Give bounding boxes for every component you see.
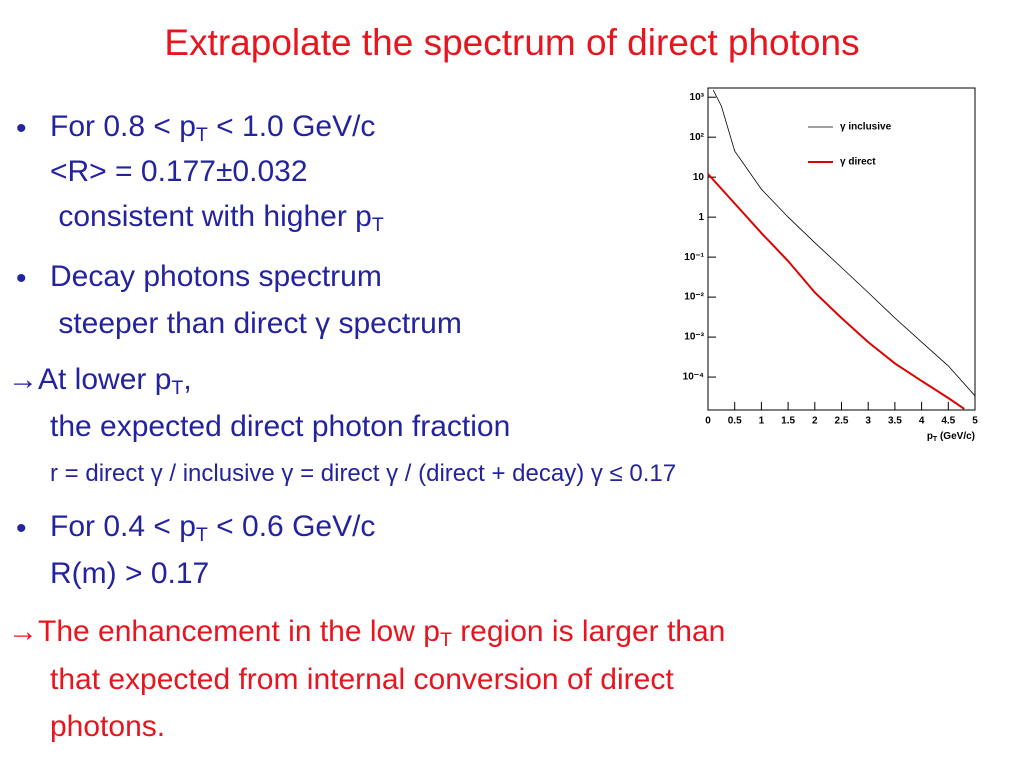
text-line: Decay photons spectrum bbox=[50, 262, 382, 292]
text-line: →The enhancement in the low pT region is… bbox=[8, 615, 726, 650]
text-run: that expected from internal conversion o… bbox=[50, 663, 674, 696]
x-tick-label: 1 bbox=[759, 416, 765, 427]
y-tick-label: 10 bbox=[693, 172, 705, 183]
series-line bbox=[707, 173, 965, 410]
text-line: photons. bbox=[50, 712, 165, 742]
x-tick-label: 3.5 bbox=[888, 416, 902, 427]
text-run: r = direct γ / inclusive γ = direct γ / … bbox=[50, 460, 677, 487]
text-run: , bbox=[183, 363, 192, 396]
x-tick-label: 5 bbox=[972, 416, 978, 427]
legend-label: γ inclusive bbox=[840, 122, 892, 133]
bullet-marker: • bbox=[16, 262, 27, 295]
label-run: p bbox=[927, 431, 933, 442]
subscript: T bbox=[439, 628, 452, 651]
text-run: →At lower p bbox=[8, 363, 172, 396]
text-run: For 0.4 < p bbox=[50, 510, 196, 543]
subscript: T bbox=[195, 523, 208, 546]
x-tick-label: 2.5 bbox=[835, 416, 849, 427]
legend-label: γ direct bbox=[840, 157, 876, 168]
text-run: region is larger than bbox=[451, 615, 726, 648]
y-tick-label: 10² bbox=[690, 132, 705, 143]
text-line: the expected direct photon fraction bbox=[50, 412, 510, 442]
y-tick-label: 10⁻² bbox=[684, 292, 704, 303]
x-tick-label: 4 bbox=[919, 416, 925, 427]
text-run: < 0.6 GeV/c bbox=[207, 510, 376, 543]
y-tick-label: 10⁻¹ bbox=[684, 252, 704, 263]
subscript: T bbox=[195, 123, 208, 146]
x-tick-label: 3 bbox=[865, 416, 871, 427]
text-run: consistent with higher p bbox=[50, 200, 372, 233]
y-tick-label: 1 bbox=[698, 212, 704, 223]
y-tick-label: 10⁻³ bbox=[684, 332, 704, 343]
text-run: <R> = 0.177±0.032 bbox=[50, 155, 308, 188]
y-tick-label: 10⁻⁴ bbox=[683, 372, 704, 383]
x-tick-label: 1.5 bbox=[781, 416, 795, 427]
slide-title: Extrapolate the spectrum of direct photo… bbox=[164, 22, 860, 63]
x-tick-label: 0.5 bbox=[728, 416, 742, 427]
x-tick-label: 4.5 bbox=[941, 416, 955, 427]
chart-background bbox=[676, 84, 984, 444]
x-tick-label: 2 bbox=[812, 416, 818, 427]
text-run: steeper than direct γ spectrum bbox=[50, 307, 462, 340]
y-tick-label: 10³ bbox=[690, 92, 705, 103]
bullet-marker: • bbox=[16, 112, 27, 145]
text-run: For 0.8 < p bbox=[50, 110, 196, 143]
text-line: R(m) > 0.17 bbox=[50, 559, 209, 589]
text-line: <R> = 0.177±0.032 bbox=[50, 157, 308, 187]
series-line bbox=[712, 90, 976, 397]
text-line: →At lower pT, bbox=[8, 363, 192, 398]
text-line: For 0.8 < pT < 1.0 GeV/c bbox=[50, 110, 376, 145]
subscript: T bbox=[371, 213, 384, 236]
x-tick-label: 0 bbox=[705, 416, 711, 427]
text-line: r = direct γ / inclusive γ = direct γ / … bbox=[50, 462, 676, 486]
x-axis-label: pT (GeV/c) bbox=[927, 431, 975, 443]
label-subscript: T bbox=[933, 436, 938, 443]
text-line: that expected from internal conversion o… bbox=[50, 665, 674, 695]
text-run: Decay photons spectrum bbox=[50, 260, 382, 293]
text-run: photons. bbox=[50, 710, 166, 743]
text-run: R(m) > 0.17 bbox=[50, 557, 210, 590]
label-run: (GeV/c) bbox=[937, 431, 975, 442]
text-line: For 0.4 < pT < 0.6 GeV/c bbox=[50, 510, 376, 545]
text-line: consistent with higher pT bbox=[50, 200, 383, 235]
text-run: < 1.0 GeV/c bbox=[207, 110, 376, 143]
text-run: →The enhancement in the low p bbox=[8, 615, 440, 648]
subscript: T bbox=[171, 376, 184, 399]
text-run: the expected direct photon fraction bbox=[50, 410, 511, 443]
text-line: steeper than direct γ spectrum bbox=[50, 309, 462, 339]
bullet-marker: • bbox=[16, 512, 27, 545]
